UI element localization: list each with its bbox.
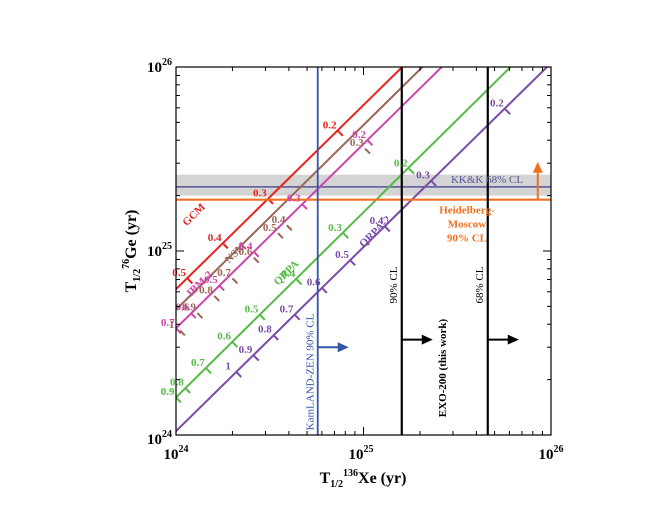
x-axis-title: T1/2136Xe (yr) [320, 468, 407, 490]
series-tick-mark [337, 130, 344, 137]
series-tick-label: 0.2 [394, 157, 408, 169]
series-tick-mark [301, 203, 308, 210]
series-tick-label: 0.9 [239, 344, 253, 356]
series-tick-label: 0.4 [208, 232, 222, 244]
series-tick-label: 0.2 [352, 129, 366, 141]
series-tick-mark [253, 354, 260, 362]
series-tick-label: 0.6 [176, 302, 190, 314]
series-tick-mark [286, 224, 293, 231]
series-name-label: GCM [180, 201, 208, 229]
series-tick-mark [186, 277, 193, 285]
exo_68-arrow-head [507, 334, 519, 345]
series-tick-mark [196, 312, 203, 319]
series-tick-mark [342, 232, 349, 239]
series-tick-mark [504, 108, 511, 115]
series-tick-label: 0.8 [199, 285, 213, 297]
series-tick-mark [231, 341, 239, 348]
series-tick-label: 0.4 [370, 215, 384, 227]
series-name-label: QRPA [272, 258, 302, 288]
x-tick-label-25: 1025 [349, 444, 374, 463]
series-tick-mark [184, 387, 191, 394]
series-tick-mark [349, 259, 356, 267]
series-tick-label: 0.5 [245, 303, 259, 315]
series-tick-label: 0.3 [416, 170, 430, 182]
series-tick-label: 0.7 [217, 267, 231, 279]
series-tick-mark [272, 334, 279, 341]
series-tick-label: 0.9 [161, 386, 175, 398]
series-tick-mark [277, 232, 284, 239]
series-tick-label: 0.7 [161, 317, 175, 329]
series-tick-mark [205, 367, 212, 375]
series-tick-label: 0.3 [328, 222, 342, 234]
series-line-nsm [176, 67, 424, 311]
series-tick-label: 0.8 [258, 323, 272, 335]
series-tick-label: 0.7 [280, 303, 294, 315]
hm-arrow-head [532, 161, 543, 173]
series-tick-mark [364, 147, 371, 155]
series-tick-label: 0.4 [239, 240, 253, 252]
kk-band [176, 174, 551, 196]
series-tick-label: 0.5 [204, 274, 218, 286]
y-axis-title: T1/276Ge (yr) [121, 210, 143, 293]
series-tick-label: 1 [225, 361, 231, 373]
series-tick-mark [235, 371, 243, 378]
kamland-label: KamLAND-ZEN 90% CL [305, 313, 317, 430]
series-tick-label: 0.5 [263, 222, 277, 234]
series-tick-mark [408, 168, 415, 175]
series-tick-mark [366, 139, 374, 146]
exo-200-label: EXO-200 (this work) [437, 318, 449, 417]
series-tick-label: 0.4 [272, 214, 286, 226]
series-tick-label: 1 [169, 319, 175, 331]
x-tick-label-26: 1026 [539, 444, 564, 463]
series-tick-mark [321, 287, 328, 294]
series-tick-mark [253, 251, 260, 258]
series-tick-label: 0.6 [217, 331, 231, 343]
hm-label: 90% CL [447, 233, 487, 245]
kamland-arrow-head [337, 342, 349, 353]
series-tick-label: 0.6 [307, 276, 321, 288]
series-tick-label: 0.3 [350, 137, 364, 149]
series-tick-label: 0.5 [335, 249, 349, 261]
kk-label: KK&K 68% CL [451, 174, 523, 186]
series-line-qrpa [176, 67, 512, 399]
y-tick-label-24: 1024 [147, 429, 172, 448]
series-tick-mark [190, 312, 197, 319]
y-tick-label-26: 1026 [147, 57, 172, 76]
series-tick-mark [259, 314, 266, 321]
series-tick-label: 0.3 [287, 193, 301, 205]
series-tick-mark [294, 314, 301, 321]
series-tick-mark [218, 284, 225, 292]
y-tick-label-25: 1025 [147, 241, 172, 260]
exo-68-label: 68% CL [474, 266, 486, 303]
series-tick-mark [222, 242, 229, 250]
series-tick-label: 0.4 [281, 268, 295, 280]
series-line-gcm [176, 67, 404, 290]
series-tick-mark [295, 278, 303, 286]
exo_90-arrow-head [421, 334, 433, 345]
x-tick-label-24: 1024 [164, 444, 189, 463]
series-tick-label: 0.8 [170, 377, 184, 389]
hm-label: Moscow [448, 219, 487, 231]
series-tick-mark [213, 295, 220, 302]
series-tick-mark [231, 277, 239, 285]
exo-90-label: 90% CL [388, 266, 400, 303]
series-tick-label: 0.2 [323, 119, 337, 131]
series-line-ibm-2 [176, 67, 444, 330]
series-tick-label: 0.7 [191, 357, 205, 369]
series-tick-mark [176, 327, 182, 335]
series-tick-label: 0.3 [253, 187, 267, 199]
hm-label: Heidelberg- [439, 205, 495, 217]
series-tick-label: 0.6 [239, 246, 253, 258]
series-tick-label: 0.9 [182, 302, 196, 314]
series-tick-mark [384, 225, 391, 233]
series-tick-mark [253, 256, 260, 264]
series-tick-mark [179, 329, 186, 337]
series-tick-mark [430, 180, 437, 187]
series-tick-mark [176, 396, 182, 404]
series-tick-label: 0.2 [490, 98, 504, 110]
